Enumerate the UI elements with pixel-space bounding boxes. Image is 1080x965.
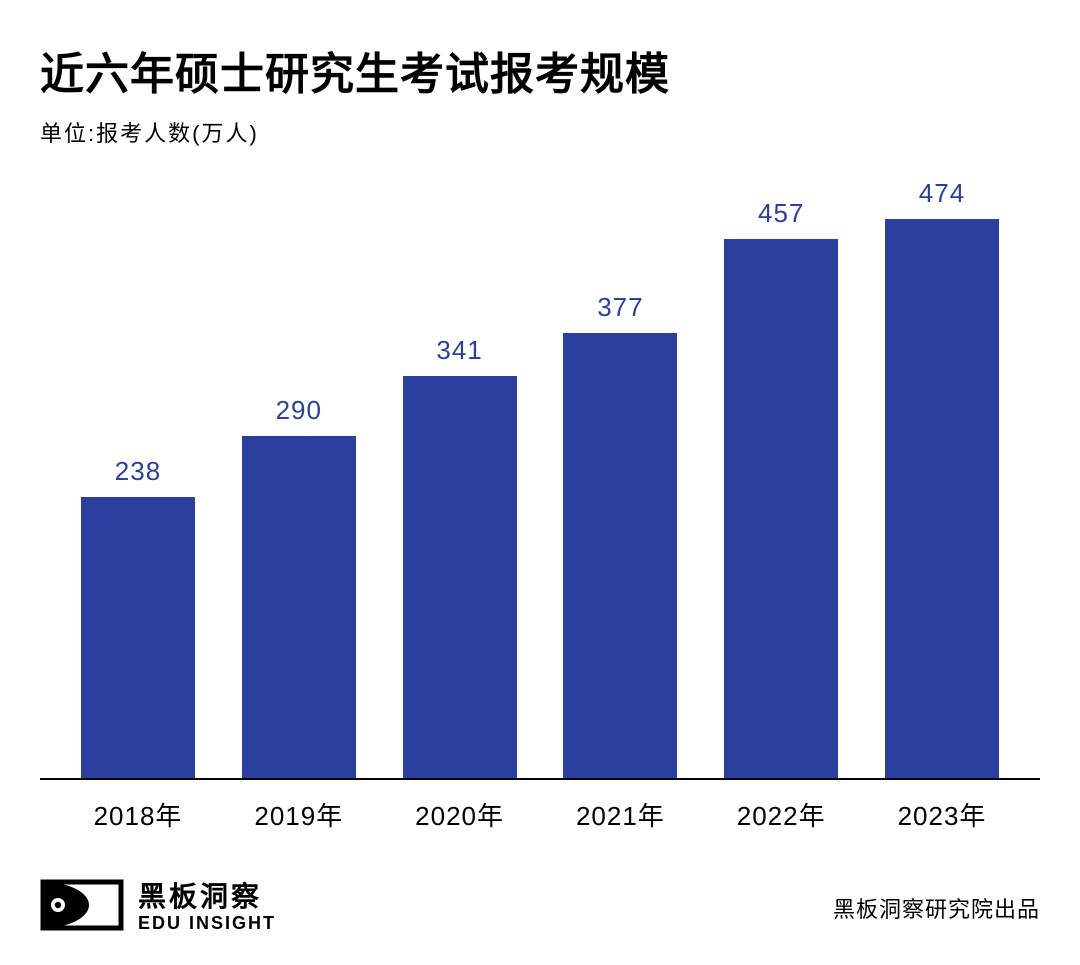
xaxis-label: 2020年 — [380, 796, 540, 833]
chart-xaxis-labels: 2018年2019年2020年2021年2022年2023年 — [40, 780, 1040, 833]
bar — [403, 376, 517, 778]
footer-credit: 黑板洞察研究院出品 — [833, 892, 1040, 924]
bar-column: 290 — [219, 178, 379, 778]
brand-name-en: EDU INSIGHT — [138, 913, 276, 934]
xaxis-label: 2021年 — [540, 796, 700, 833]
bar-value-label: 457 — [758, 198, 804, 229]
bar — [81, 497, 195, 778]
chart-subtitle: 单位:报考人数(万人) — [40, 116, 1040, 148]
bar-value-label: 474 — [919, 178, 965, 209]
bar-column: 474 — [862, 178, 1022, 778]
bar-column: 377 — [540, 178, 700, 778]
bar — [242, 436, 356, 778]
brand-text: 黑板洞察 EDU INSIGHT — [138, 881, 276, 934]
chart-frame: 近六年硕士研究生考试报考规模 单位:报考人数(万人) 238 290 341 377 4… — [0, 0, 1080, 965]
bar — [724, 239, 838, 778]
chart-title: 近六年硕士研究生考试报考规模 — [40, 38, 1040, 102]
bar-value-label: 238 — [115, 456, 161, 487]
brand-logo-icon — [40, 879, 124, 936]
bar — [563, 333, 677, 778]
bar-value-label: 377 — [597, 292, 643, 323]
xaxis-label: 2022年 — [701, 796, 861, 833]
chart-plot: 238 290 341 377 457 474 — [40, 178, 1040, 780]
brand-name-cn: 黑板洞察 — [138, 881, 276, 913]
footer: 黑板洞察 EDU INSIGHT 黑板洞察研究院出品 — [40, 879, 1040, 940]
bar-column: 341 — [380, 178, 540, 778]
xaxis-label: 2023年 — [862, 796, 1022, 833]
bar-column: 238 — [58, 178, 218, 778]
bar-value-label: 290 — [276, 395, 322, 426]
bar — [885, 219, 999, 778]
chart-area: 238290341377457474 2018年2019年2020年2021年2… — [40, 178, 1040, 833]
bar-column: 457 — [701, 178, 861, 778]
brand-block: 黑板洞察 EDU INSIGHT — [40, 879, 276, 936]
bar-value-label: 341 — [436, 335, 482, 366]
xaxis-label: 2019年 — [219, 796, 379, 833]
xaxis-label: 2018年 — [58, 796, 218, 833]
